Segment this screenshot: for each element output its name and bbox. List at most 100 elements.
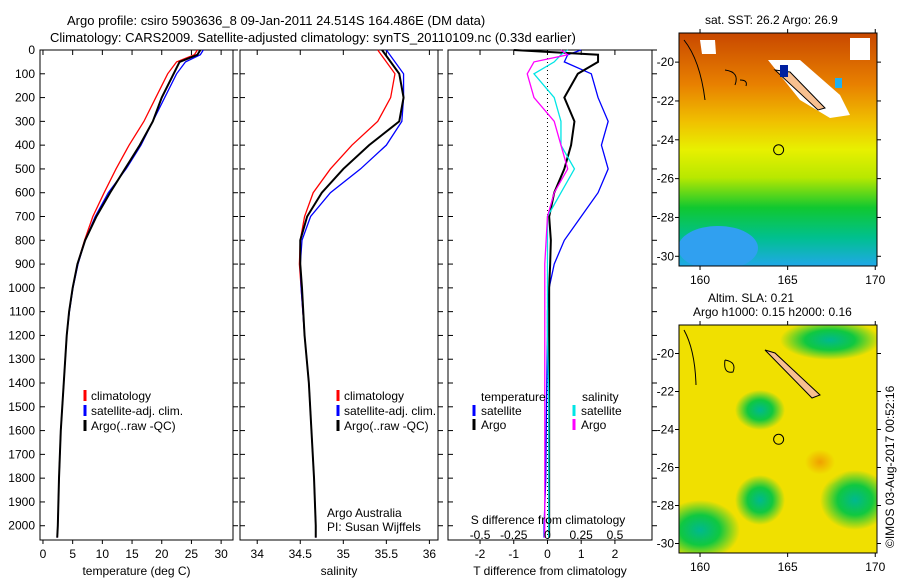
x-tick-label: 35 — [337, 547, 351, 561]
map-y-tick-label: -26 — [657, 172, 675, 186]
x2-axis-label: S difference from climatology — [471, 513, 626, 527]
y-tick-label: 500 — [15, 162, 35, 176]
x-tick-label: 10 — [96, 547, 110, 561]
legend-label: satellite-adj. clim. — [344, 404, 436, 418]
series-t-satellite — [543, 49, 609, 538]
argo-position-marker — [773, 433, 785, 445]
sla-high — [790, 437, 850, 487]
sst-cold-patch — [679, 226, 758, 266]
plot-frame-1 — [39, 49, 234, 541]
map-y-tick-label: -24 — [657, 423, 675, 437]
sla-low — [780, 325, 877, 360]
sla-low — [820, 470, 877, 530]
sla-map — [679, 325, 877, 553]
y-tick-label: 1800 — [8, 471, 35, 485]
sst-map — [679, 33, 877, 266]
x-tick-label: 5 — [69, 547, 76, 561]
sla-map-title: Altim. SLA: 0.21 — [708, 291, 795, 305]
map-x-tick-label: 160 — [690, 273, 710, 287]
series-climatology — [56, 49, 198, 538]
new-caledonia-island — [764, 349, 821, 399]
mask-cell — [780, 65, 788, 77]
map-y-tick-label: -28 — [657, 210, 675, 224]
x-axis-label: T difference from climatology — [473, 564, 627, 578]
legend-title-temperature: temperature — [481, 390, 546, 404]
y-tick-label: 1100 — [9, 305, 35, 319]
map-y-tick-label: -22 — [657, 94, 675, 108]
sla-low — [735, 390, 785, 430]
x2-tick-label: 0 — [544, 528, 551, 542]
legend-label: climatology — [91, 389, 151, 403]
x-axis-label: salinity — [321, 564, 358, 578]
y-tick-label: 600 — [15, 186, 35, 200]
y-tick-label: 1900 — [8, 495, 35, 509]
legend-label: Argo(..raw -QC) — [344, 419, 429, 433]
x2-tick-label: 0.25 — [570, 528, 594, 542]
y-tick-label: 800 — [15, 233, 35, 247]
plot-frame-2 — [239, 49, 439, 541]
series-argo-raw-qc- — [56, 49, 202, 538]
x-tick-label: 34.5 — [289, 547, 313, 561]
coastline — [683, 329, 735, 386]
x-tick-label: 2 — [612, 547, 619, 561]
map-y-tick-label: -22 — [657, 385, 675, 399]
y-tick-label: 900 — [15, 257, 35, 271]
y-tick-label: 1200 — [8, 328, 35, 342]
map-y-tick-label: -24 — [657, 133, 675, 147]
plot-frame-3 — [447, 49, 653, 541]
map-x-tick-label: 170 — [865, 560, 885, 574]
cloud-mask — [850, 38, 870, 60]
y-tick-label: 100 — [15, 67, 35, 81]
mask-cell — [835, 78, 842, 88]
map-x-tick-label: 165 — [778, 560, 798, 574]
map-x-tick-label: 170 — [865, 273, 885, 287]
y-tick-label: 0 — [28, 43, 35, 57]
map-frame — [678, 32, 878, 267]
legend-label: satellite — [581, 404, 622, 418]
x-tick-label: -2 — [475, 547, 486, 561]
sla-low — [735, 475, 785, 525]
x-tick-label: 34 — [251, 547, 265, 561]
map-y-tick-label: -26 — [657, 461, 675, 475]
y-tick-label: 1700 — [8, 447, 35, 461]
map-y-tick-label: -20 — [657, 347, 675, 361]
annotation: PI: Susan Wijffels — [327, 520, 421, 534]
series-satellite-adj-clim- — [56, 49, 204, 538]
map-y-tick-label: -30 — [657, 249, 675, 263]
annotation: Argo Australia — [327, 506, 402, 520]
x-axis-label: temperature (deg C) — [82, 564, 190, 578]
y-tick-label: 1500 — [8, 400, 35, 414]
series-argo-raw-qc- — [299, 49, 405, 538]
map-y-tick-label: -30 — [657, 537, 675, 551]
x-tick-label: 1 — [578, 547, 585, 561]
legend-title-salinity: salinity — [582, 390, 619, 404]
x-tick-label: 0 — [40, 547, 47, 561]
coastline — [683, 39, 747, 101]
sla-map-subtitle: Argo h1000: 0.15 h2000: 0.16 — [693, 305, 852, 319]
map-y-tick-label: -28 — [657, 499, 675, 513]
argo-position-marker — [773, 144, 785, 156]
x-tick-label: -1 — [508, 547, 519, 561]
legend-label: satellite-adj. clim. — [91, 404, 183, 418]
x-tick-label: 36 — [423, 547, 437, 561]
x-tick-label: 35.5 — [375, 547, 399, 561]
series-t-argo — [513, 49, 600, 538]
y-tick-label: 1300 — [8, 352, 35, 366]
footer-credit: ©IMOS 03-Aug-2017 00:52:16 — [883, 385, 897, 548]
y-tick-label: 2000 — [8, 519, 35, 533]
series-s-argo — [526, 49, 570, 538]
x-tick-label: 20 — [155, 547, 169, 561]
x-tick-label: 0 — [544, 547, 551, 561]
x2-tick-label: -0.25 — [500, 528, 528, 542]
x-tick-label: 25 — [185, 547, 199, 561]
x-tick-label: 30 — [214, 547, 228, 561]
legend-label: Argo — [581, 418, 607, 432]
sst-map-title: sat. SST: 26.2 Argo: 26.9 — [705, 13, 838, 27]
sla-low — [679, 500, 740, 553]
legend-label: Argo(..raw -QC) — [91, 419, 176, 433]
y-tick-label: 1600 — [8, 424, 35, 438]
legend-label: climatology — [344, 389, 404, 403]
x2-tick-label: -0.5 — [470, 528, 491, 542]
